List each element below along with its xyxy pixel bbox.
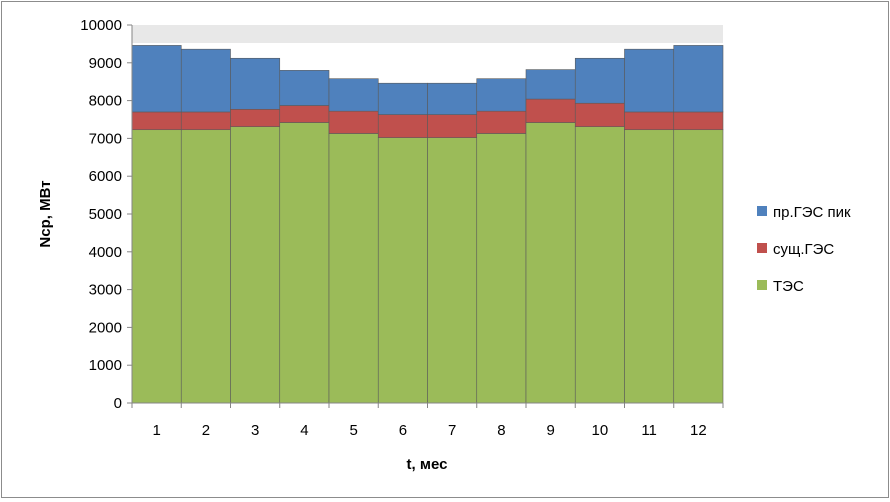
bar-tes-6 [377,137,428,404]
x-tick-label: 7 [448,422,456,439]
legend-swatch [757,206,767,216]
y-tick-label: 4000 [89,244,122,261]
y-tick-label: 7000 [89,130,122,147]
y-tick-label: 2000 [89,319,122,336]
bar-sushch-ges-2 [180,111,231,131]
bar-pr-ges-pik-11 [624,48,675,113]
bar-pr-ges-pik-8 [476,78,527,112]
x-tick-label: 11 [641,422,657,439]
y-tick-label: 5000 [89,206,122,223]
bar-sushch-ges-5 [328,110,379,134]
y-tick-label: 8000 [89,93,122,110]
x-tick-label: 10 [592,422,609,439]
bar-tes-1 [131,129,182,404]
bars-group [131,45,724,404]
bar-sushch-ges-6 [377,114,428,138]
bar-tes-4 [279,122,330,404]
y-tick-label: 10000 [80,17,122,34]
legend-label: пр.ГЭС пик [773,204,851,221]
y-tick-label: 0 [114,395,122,412]
y-tick-label: 9000 [89,55,122,72]
bar-sushch-ges-10 [574,102,625,127]
bar-pr-ges-pik-6 [377,82,428,115]
y-tick-label: 3000 [89,282,122,299]
legend-swatch [757,280,767,290]
bar-sushch-ges-1 [131,111,182,131]
bar-pr-ges-pik-1 [131,45,182,113]
x-tick-label: 3 [251,422,259,439]
x-tick-label: 6 [399,422,407,439]
y-axis: 0 1000 2000 3000 4000 5000 6000 7000 8000 9000 100… [80,17,133,412]
legend-label: сущ.ГЭС [773,241,834,258]
bar-tes-11 [624,129,675,404]
legend: пр.ГЭС пик сущ.ГЭС ТЭС [757,204,851,295]
bar-tes-2 [180,129,231,404]
bar-pr-ges-pik-7 [427,82,478,115]
bar-tes-3 [230,126,281,404]
x-tick-label: 5 [349,422,357,439]
bar-pr-ges-pik-5 [328,78,379,112]
bar-sushch-ges-8 [476,110,527,134]
bar-pr-ges-pik-9 [525,69,576,100]
bar-pr-ges-pik-10 [574,57,625,104]
x-tick-label: 1 [152,422,160,439]
bar-tes-9 [525,122,576,404]
x-axis-title: t, мес [407,456,448,473]
bar-tes-8 [476,133,527,404]
bar-sushch-ges-12 [673,111,724,131]
plot-area-top-band [132,25,723,43]
bar-tes-12 [673,129,724,404]
bar-tes-7 [427,137,478,404]
x-tick-label: 4 [300,422,308,439]
legend-swatch [757,243,767,253]
bar-tes-10 [574,126,625,404]
bar-sushch-ges-3 [230,108,281,127]
bar-sushch-ges-9 [525,98,576,123]
bar-sushch-ges-11 [624,111,675,131]
legend-label: ТЭС [773,278,804,295]
y-tick-label: 1000 [89,357,122,374]
x-tick-label: 2 [202,422,210,439]
y-tick-label: 6000 [89,168,122,185]
bar-pr-ges-pik-4 [279,70,330,106]
bar-sushch-ges-4 [279,105,330,123]
bar-tes-5 [328,133,379,404]
bar-sushch-ges-7 [427,114,478,138]
x-axis: 1 2 3 4 5 6 7 8 9 10 11 12 [131,402,724,439]
x-tick-label: 8 [497,422,505,439]
x-tick-label: 9 [546,422,554,439]
x-tick-label: 12 [690,422,707,439]
bar-pr-ges-pik-12 [673,45,724,113]
y-axis-title: Nср, МВт [37,180,54,247]
bar-pr-ges-pik-2 [180,48,231,113]
bar-pr-ges-pik-3 [230,57,281,110]
